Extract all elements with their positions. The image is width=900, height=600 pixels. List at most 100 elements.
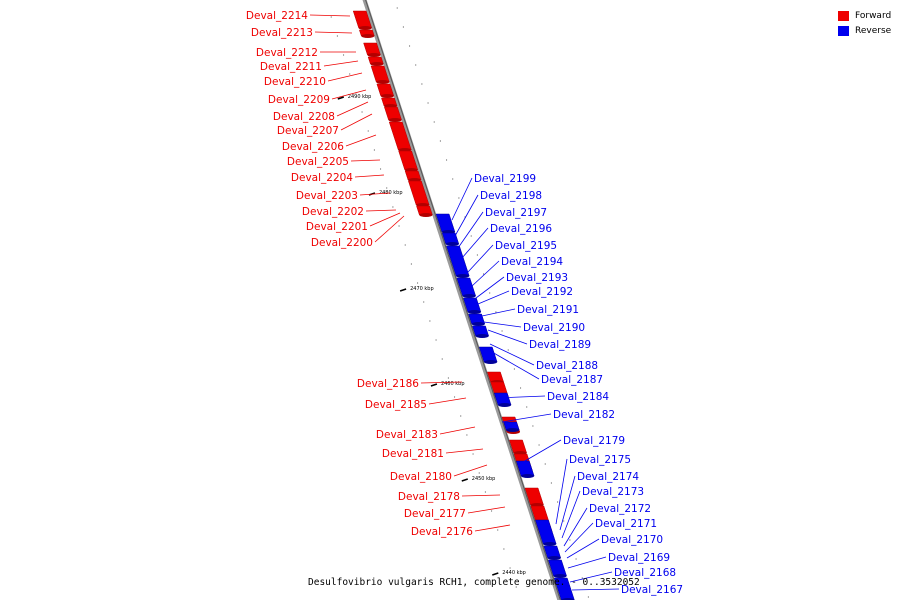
scale-dot: [349, 73, 351, 75]
forward-gene-block-end: [370, 62, 384, 66]
reverse-gene-label: Deval_2199: [474, 173, 536, 185]
scale-dot: [404, 244, 406, 246]
reverse-gene-label: Deval_2168: [614, 567, 676, 579]
forward-leader-line: [327, 72, 363, 82]
forward-gene-label: Deval_2186: [357, 378, 419, 390]
forward-leader-line: [428, 397, 467, 405]
scale-tick: [399, 288, 407, 292]
scale-dot: [490, 510, 493, 512]
scale-dot: [515, 586, 517, 588]
reverse-gene-block-end: [484, 360, 498, 364]
reverse-gene-block-end: [553, 574, 567, 578]
reverse-gene-label: Deval_2194: [501, 256, 563, 268]
reverse-leader-line: [451, 177, 473, 221]
reverse-leader-line: [567, 556, 607, 569]
genome-axis-edge: [365, 0, 561, 600]
forward-gene-label: Deval_2209: [268, 94, 330, 106]
reverse-gene-label: Deval_2188: [536, 360, 598, 372]
scale-dot: [478, 472, 480, 474]
scale-tick-label: 2480 kbp: [379, 190, 403, 196]
scale-tick-label: 2490 kbp: [348, 94, 372, 100]
forward-gene-block-end: [358, 26, 372, 30]
legend-item-forward: Forward: [838, 8, 891, 23]
reverse-leader-line: [491, 351, 540, 380]
scale-dot: [476, 254, 478, 256]
scale-dot: [526, 406, 528, 408]
forward-gene-label: Deval_2203: [296, 190, 358, 202]
scale-tick: [430, 383, 438, 387]
scale-dot: [532, 425, 534, 427]
scale-dot: [441, 358, 443, 360]
scale-dot: [361, 111, 363, 113]
reverse-gene-label: Deval_2182: [553, 409, 615, 421]
scale-dot: [429, 320, 431, 322]
reverse-leader-line: [569, 571, 613, 583]
scale-dot: [575, 558, 577, 560]
forward-gene-block-end: [361, 34, 375, 38]
reverse-gene-label: Deval_2196: [490, 223, 552, 235]
reverse-gene-label: Deval_2193: [506, 272, 568, 284]
reverse-gene-label: Deval_2184: [547, 391, 609, 403]
forward-gene-label: Deval_2185: [365, 399, 427, 411]
forward-gene-label: Deval_2180: [390, 471, 452, 483]
forward-leader-line: [350, 159, 381, 162]
scale-tick: [337, 96, 345, 100]
reverse-gene-label: Deval_2167: [621, 584, 683, 596]
forward-gene-label: Deval_2205: [287, 156, 349, 168]
scale-dot: [330, 16, 332, 18]
reverse-gene-block: [553, 577, 575, 600]
scale-tick-label: 2460 kbp: [441, 381, 465, 387]
scale-dot: [402, 26, 404, 28]
scale-dot: [386, 187, 388, 189]
reverse-swatch: [838, 25, 849, 36]
scale-dot: [458, 197, 460, 199]
reverse-gene-block-end: [456, 274, 470, 278]
scale-dot: [447, 377, 449, 379]
reverse-leader-line: [489, 343, 535, 366]
forward-gene-block-end: [388, 118, 402, 122]
scale-tick-label: 2470 kbp: [410, 286, 434, 292]
forward-leader-line: [474, 524, 511, 532]
forward-leader-line: [365, 209, 397, 212]
scale-dot: [379, 168, 382, 170]
scale-dot: [336, 35, 338, 37]
reverse-leader-line: [571, 588, 620, 591]
scale-dot: [421, 83, 423, 85]
forward-leader-line: [340, 113, 373, 131]
forward-gene-label: Deval_2206: [282, 141, 344, 153]
scale-dot: [519, 387, 522, 389]
scale-dot: [427, 102, 429, 104]
reverse-leader-line: [454, 194, 479, 237]
forward-gene-label: Deval_2201: [306, 221, 368, 233]
scale-dot: [392, 206, 394, 208]
legend-forward-label: Forward: [855, 10, 892, 21]
reverse-leader-line: [483, 321, 522, 328]
reverse-gene-label: Deval_2173: [582, 486, 644, 498]
scale-dot: [489, 292, 491, 294]
scale-tick-label: 2450 kbp: [472, 476, 496, 482]
reverse-leader-line: [559, 475, 576, 531]
forward-gene-block-end: [380, 94, 394, 98]
forward-gene-label: Deval_2212: [256, 47, 318, 59]
forward-leader-line: [309, 14, 351, 17]
reverse-gene-label: Deval_2189: [529, 339, 591, 351]
forward-gene-label: Deval_2207: [277, 125, 339, 137]
forward-leader-line: [420, 381, 463, 384]
forward-gene-label: Deval_2183: [376, 429, 438, 441]
genome-caption: Desulfovibrio vulgaris RCH1, complete ge…: [308, 577, 640, 588]
scale-dot: [538, 444, 540, 446]
reverse-gene-label: Deval_2174: [577, 471, 639, 483]
forward-gene-label: Deval_2181: [382, 448, 444, 460]
reverse-leader-line: [501, 413, 552, 423]
reverse-gene-label: Deval_2198: [480, 190, 542, 202]
scale-tick: [461, 478, 469, 482]
scale-dot: [367, 130, 369, 132]
reverse-gene-block-end: [521, 474, 535, 478]
reverse-gene-label: Deval_2190: [523, 322, 585, 334]
reverse-leader-line: [517, 439, 562, 466]
scale-tick: [492, 572, 499, 576]
scale-dot: [342, 54, 345, 56]
reverse-gene-block-end: [547, 556, 561, 560]
reverse-gene-label: Deval_2191: [517, 304, 579, 316]
scale-dot: [507, 349, 509, 351]
